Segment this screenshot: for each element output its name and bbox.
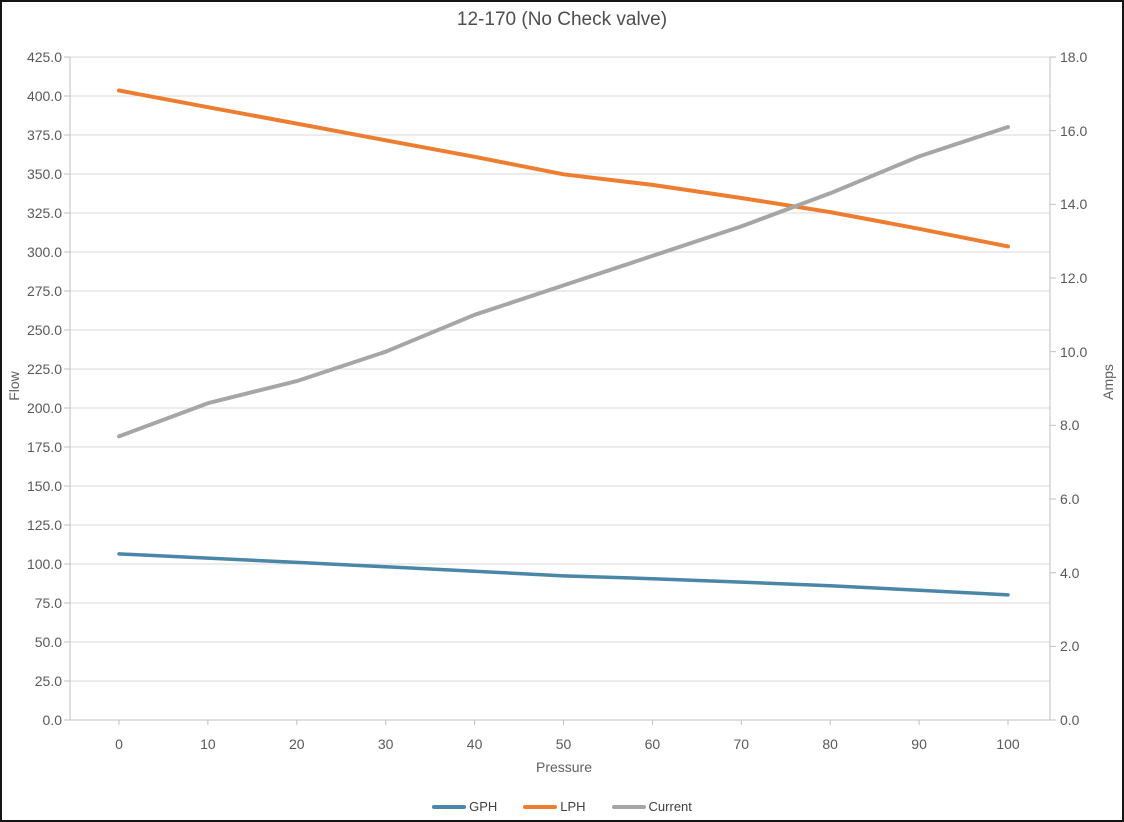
- chart-title: 12-170 (No Check valve): [456, 9, 668, 30]
- legend-label: Current: [648, 799, 692, 814]
- left-axis-tick-label: 400.0: [26, 88, 62, 104]
- left-axis-tick-label: 425.0: [26, 49, 62, 65]
- axis-lines: [69, 57, 1051, 720]
- right-axis-tick-label: 14.0: [1060, 196, 1088, 213]
- legend-item-gph: GPH: [432, 799, 497, 814]
- x-axis-tick-label: 100: [996, 736, 1020, 752]
- x-axis-tick-label: 40: [466, 736, 483, 752]
- left-axis-tick-label: 50.0: [34, 634, 62, 650]
- x-axis-tick-label: 20: [289, 736, 305, 752]
- left-axis-tick-label: 200.0: [26, 400, 62, 416]
- x-axis-tick-label: 60: [644, 736, 661, 752]
- series-line-lph: [117, 88, 1010, 249]
- x-axis-tick-label: 30: [377, 736, 394, 752]
- x-axis-tick-label: 90: [911, 736, 927, 752]
- legend-swatch-lph: [523, 804, 558, 809]
- left-axis-tick-label: 125.0: [26, 517, 62, 533]
- left-axis-tick-label: 350.0: [26, 166, 62, 182]
- legend-label: GPH: [469, 799, 498, 814]
- left-axis-tick-label: 300.0: [26, 244, 62, 260]
- legend: GPH LPH Current: [2, 799, 1122, 814]
- left-axis-tick-label: 225.0: [26, 361, 62, 377]
- right-axis-tick-label: 2.0: [1060, 638, 1080, 655]
- left-axis-tick-label: 175.0: [26, 439, 62, 455]
- x-axis-tick-label: 80: [822, 736, 838, 752]
- right-axis-tick-label: 4.0: [1060, 564, 1080, 581]
- left-axis-tick-label: 0.0: [42, 712, 62, 728]
- left-axis-tick-label: 275.0: [26, 283, 62, 299]
- left-axis-tick-label: 100.0: [26, 556, 62, 572]
- left-axis-tick-label: 250.0: [26, 322, 62, 338]
- right-axis-tick-label: 16.0: [1060, 122, 1088, 139]
- series-line-gph: [117, 552, 1010, 597]
- legend-label: LPH: [560, 799, 586, 814]
- left-axis-tick-label: 325.0: [26, 205, 62, 221]
- right-axis-tick-label: 10.0: [1060, 343, 1088, 360]
- legend-item-current: Current: [611, 799, 692, 814]
- left-axis-tick-label: 25.0: [34, 673, 62, 689]
- x-axis-tick-label: 50: [555, 736, 572, 752]
- left-axis-tick-label: 75.0: [34, 595, 62, 611]
- legend-swatch-current: [611, 804, 646, 809]
- gridlines: [70, 56, 1050, 721]
- right-axis-tick-label: 18.0: [1060, 49, 1088, 65]
- x-axis-title: Pressure: [535, 759, 593, 775]
- legend-item-lph: LPH: [523, 799, 586, 814]
- series-line-current: [117, 125, 1010, 439]
- axis-ticks: [64, 56, 1056, 725]
- right-axis-tick-label: 6.0: [1060, 491, 1080, 507]
- right-axis-tick-label: 12.0: [1060, 270, 1088, 286]
- x-axis-tick-label: 70: [733, 736, 750, 752]
- left-axis-tick-label: 150.0: [26, 478, 62, 494]
- right-axis-tick-label: 0.0: [1060, 712, 1080, 728]
- x-axis-tick-label: 10: [200, 736, 216, 752]
- legend-swatch-gph: [432, 804, 467, 809]
- left-axis-tick-label: 375.0: [26, 127, 62, 143]
- x-axis-tick-label: 0: [115, 736, 123, 752]
- right-axis-tick-label: 8.0: [1060, 417, 1080, 434]
